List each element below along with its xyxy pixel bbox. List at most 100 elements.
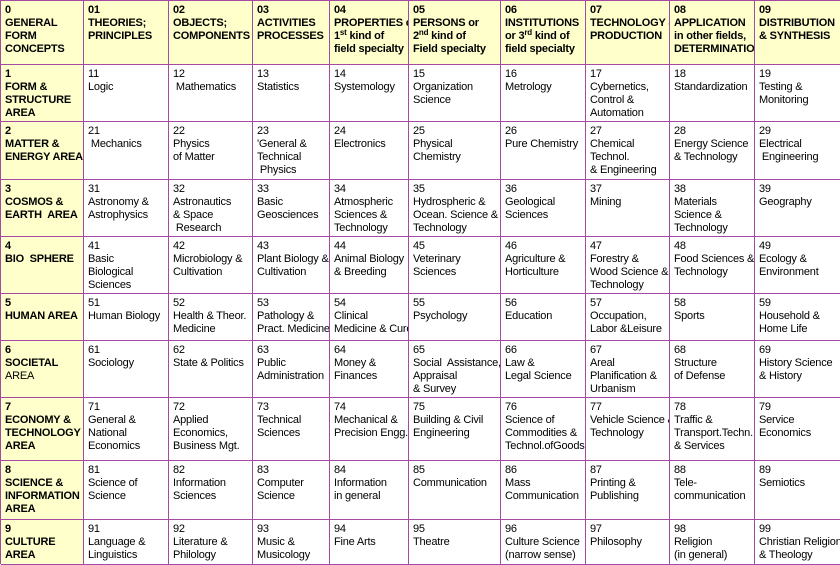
cell-text: Technol.ofGoods bbox=[505, 440, 585, 452]
cell-text: Culture Science bbox=[505, 536, 580, 548]
row-label-cell: 9 CULTURE AREA bbox=[1, 520, 84, 565]
cell-number: 73 bbox=[257, 401, 269, 413]
table-cell: 18 Standardization bbox=[670, 65, 755, 122]
cell-text: Administration bbox=[257, 370, 324, 382]
cell-number: 57 bbox=[590, 297, 602, 309]
cell-text: Field specialty bbox=[413, 43, 486, 55]
cell-number: 01 bbox=[88, 4, 100, 16]
table-cell: 91 Language & Linguistics bbox=[84, 520, 169, 565]
cell-text: Astronautics bbox=[173, 196, 232, 208]
cell-number: 04 bbox=[334, 4, 346, 16]
cell-text: Chemical bbox=[590, 138, 635, 150]
cell-text: Monitoring bbox=[759, 94, 809, 106]
cell-number: 0 bbox=[5, 4, 11, 16]
table-cell: 67 Areal Planification & Urbanism bbox=[586, 341, 670, 398]
cell-text: Computer bbox=[257, 477, 304, 489]
cell-text: Science bbox=[257, 490, 295, 502]
cell-text: EARTH AREA bbox=[5, 209, 78, 221]
cell-text: Applied bbox=[173, 414, 209, 426]
cell-text: SCIENCE & bbox=[5, 477, 64, 489]
cell-number: 38 bbox=[674, 183, 686, 195]
cell-number: 85 bbox=[413, 464, 425, 476]
table-cell: 28 Energy Science & Technology bbox=[670, 122, 755, 180]
cell-number: 62 bbox=[173, 344, 185, 356]
header-cell: 05 PERSONS or 2nd kind of Field specialty bbox=[409, 1, 501, 65]
cell-text: field specialty bbox=[505, 43, 575, 55]
table-cell: 17 Cybernetics, Control & Automation bbox=[586, 65, 670, 122]
cell-text: Technology bbox=[413, 222, 467, 234]
text-superscript: st bbox=[339, 28, 347, 37]
cell-text: Control & bbox=[590, 94, 635, 106]
cell-number: 65 bbox=[413, 344, 425, 356]
cell-number: 55 bbox=[413, 297, 425, 309]
cell-text: Astronomy & bbox=[88, 196, 149, 208]
cell-text: Theatre bbox=[413, 536, 450, 548]
cell-number: 69 bbox=[759, 344, 771, 356]
cell-text: 2nd kind of bbox=[413, 29, 498, 43]
cell-text: Money & bbox=[334, 357, 377, 369]
cell-number: 88 bbox=[674, 464, 686, 476]
cell-text: Agriculture & bbox=[505, 253, 566, 265]
cell-text: Psychology bbox=[413, 310, 468, 322]
cell-text: Music & bbox=[257, 536, 295, 548]
cell-number: 35 bbox=[413, 183, 425, 195]
cell-text: Engineering bbox=[759, 151, 819, 163]
cell-number: 67 bbox=[590, 344, 602, 356]
text-rest: kind of bbox=[531, 30, 570, 42]
table-cell: 75 Building & Civil Engineering bbox=[409, 398, 501, 461]
cell-text: Information bbox=[334, 477, 387, 489]
cell-number: 66 bbox=[505, 344, 517, 356]
table-cell: 85 Communication bbox=[409, 461, 501, 520]
cell-number: 92 bbox=[173, 523, 185, 535]
cell-text: Philosophy bbox=[590, 536, 642, 548]
cell-number: 63 bbox=[257, 344, 269, 356]
cell-text: Household & bbox=[759, 310, 820, 322]
table-cell: 41 Basic Biological Sciences bbox=[84, 237, 169, 294]
table-cell: 24 Electronics bbox=[330, 122, 409, 180]
cell-text: Publishing bbox=[590, 490, 639, 502]
cell-number: 64 bbox=[334, 344, 346, 356]
cell-text: Technology bbox=[590, 279, 644, 291]
table-cell: 39 Geography bbox=[755, 180, 840, 237]
cell-text: SOCIETAL bbox=[5, 357, 59, 369]
cell-text: Sciences bbox=[173, 490, 217, 502]
table-cell: 93 Music & Musicology bbox=[253, 520, 330, 565]
cell-text: Building & Civil bbox=[413, 414, 484, 426]
table-cell: 16 Metrology bbox=[501, 65, 586, 122]
table-cell: 27 Chemical Technol. & Engineering bbox=[586, 122, 670, 180]
cell-text: Linguistics bbox=[88, 549, 138, 561]
header-cell: 09 DISTRIBUTION & SYNTHESIS bbox=[755, 1, 840, 65]
cell-text: Energy Science bbox=[674, 138, 749, 150]
cell-number: 78 bbox=[674, 401, 686, 413]
cell-text: Clinical bbox=[334, 310, 368, 322]
cell-number: 47 bbox=[590, 240, 602, 252]
cell-number: 11 bbox=[88, 68, 100, 80]
cell-text: 'General & bbox=[257, 138, 307, 150]
cell-number: 4 bbox=[5, 240, 11, 252]
row-label-cell: 4 BIO SPHERE bbox=[1, 237, 84, 294]
row-label-cell: 8 SCIENCE & INFORMATION AREA bbox=[1, 461, 84, 520]
cell-text: Medicine bbox=[173, 323, 216, 335]
cell-text: Automation bbox=[590, 107, 644, 119]
cell-text: Urbanism bbox=[590, 383, 636, 395]
cell-text: Astrophysics bbox=[88, 209, 148, 221]
cell-text: Engineering bbox=[413, 427, 470, 439]
table-cell: 45 Veterinary Sciences bbox=[409, 237, 501, 294]
cell-text: Business Mgt. bbox=[173, 440, 240, 452]
table-cell: 36 Geological Sciences bbox=[501, 180, 586, 237]
cell-text: MATTER & bbox=[5, 138, 60, 150]
cell-text: Human Biology bbox=[88, 310, 160, 322]
cell-text: Religion bbox=[674, 536, 713, 548]
cell-number: 46 bbox=[505, 240, 517, 252]
table-cell: 44 Animal Biology & Breeding bbox=[330, 237, 409, 294]
cell-text: Technology bbox=[334, 222, 388, 234]
cell-text: & Survey bbox=[413, 383, 457, 395]
table-cell: 33 Basic Geosciences bbox=[253, 180, 330, 237]
table-cell: 82 Information Sciences bbox=[169, 461, 253, 520]
cell-text: Science bbox=[413, 94, 451, 106]
cell-text: Sociology bbox=[88, 357, 134, 369]
cell-number: 68 bbox=[674, 344, 686, 356]
cell-number: 9 bbox=[5, 523, 11, 535]
cell-text: in general bbox=[334, 490, 381, 502]
cell-number: 82 bbox=[173, 464, 185, 476]
